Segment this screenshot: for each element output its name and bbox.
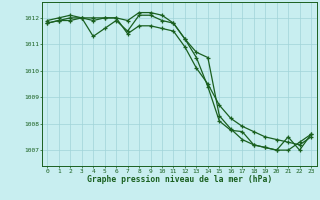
X-axis label: Graphe pression niveau de la mer (hPa): Graphe pression niveau de la mer (hPa): [87, 175, 272, 184]
